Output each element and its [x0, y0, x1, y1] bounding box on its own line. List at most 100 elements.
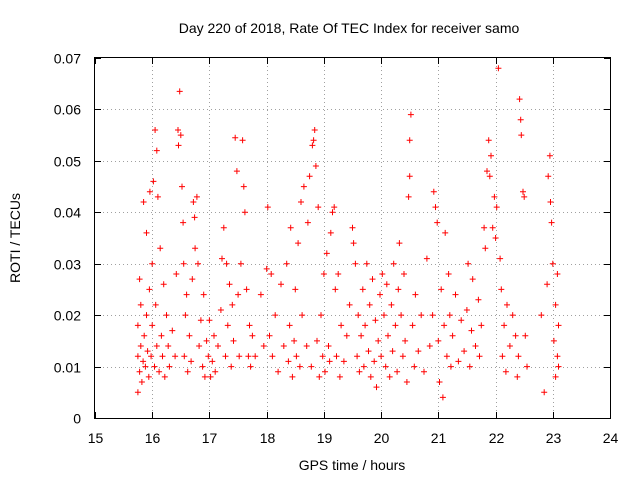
data-point — [153, 343, 160, 349]
data-point — [388, 301, 395, 308]
data-point — [134, 353, 141, 360]
data-point — [229, 301, 236, 308]
data-point — [502, 368, 509, 375]
data-point — [207, 373, 214, 380]
data-point — [484, 168, 490, 175]
data-point — [293, 353, 300, 360]
data-point — [196, 343, 203, 349]
data-point — [200, 291, 207, 298]
data-point — [516, 96, 523, 103]
data-point — [395, 286, 402, 293]
data-point — [300, 183, 307, 190]
y-tick-label: 0.04 — [54, 205, 81, 221]
data-point — [134, 389, 141, 396]
data-point — [499, 353, 506, 360]
data-points — [134, 65, 562, 401]
data-point — [236, 353, 243, 360]
data-point — [550, 337, 557, 344]
y-tick-label: 0.02 — [54, 308, 81, 324]
data-point — [308, 363, 315, 370]
y-axis-label: ROTI / TECUs — [7, 193, 23, 283]
data-point — [157, 245, 164, 252]
data-point — [278, 281, 284, 288]
data-point — [446, 312, 453, 319]
data-point — [515, 353, 522, 360]
data-point — [373, 384, 380, 391]
data-point — [463, 307, 470, 313]
data-point — [340, 358, 347, 365]
data-point — [546, 152, 553, 159]
data-point — [418, 312, 425, 319]
data-point — [326, 358, 333, 365]
data-point — [215, 343, 221, 349]
y-tick-label: 0.06 — [54, 102, 81, 118]
data-point — [285, 358, 292, 365]
data-point — [403, 379, 410, 385]
data-point — [441, 322, 448, 329]
data-point — [538, 312, 545, 319]
data-point — [176, 88, 183, 95]
data-point — [476, 353, 483, 360]
data-point — [524, 363, 530, 370]
data-point — [206, 317, 213, 324]
data-point — [367, 373, 374, 380]
data-point — [333, 353, 340, 360]
data-point — [329, 209, 336, 216]
data-point — [493, 204, 500, 211]
data-point — [349, 224, 356, 231]
data-point — [406, 173, 413, 180]
data-point — [323, 250, 330, 257]
data-point — [512, 332, 519, 339]
data-point — [468, 327, 475, 334]
data-point — [548, 219, 555, 226]
data-point — [182, 312, 189, 319]
data-point — [390, 260, 397, 267]
data-point — [412, 291, 419, 298]
data-point — [449, 332, 456, 339]
data-point — [137, 301, 144, 308]
data-point — [399, 353, 406, 360]
data-point — [318, 312, 324, 319]
data-point — [209, 358, 216, 365]
data-point — [481, 224, 488, 231]
data-point — [421, 368, 427, 375]
y-tick-label: 0 — [73, 411, 81, 427]
data-point — [360, 363, 367, 370]
data-point — [264, 204, 271, 211]
data-point — [316, 373, 323, 380]
data-point — [306, 173, 313, 180]
data-point — [136, 276, 143, 283]
data-point — [151, 363, 158, 370]
data-point — [289, 373, 296, 380]
chart-title: Day 220 of 2018, Rate Of TEC Index for r… — [179, 20, 520, 36]
data-point — [203, 337, 210, 344]
data-point — [509, 312, 516, 319]
data-point — [544, 281, 551, 288]
data-point — [144, 348, 151, 355]
data-point — [327, 229, 334, 236]
plot-frame — [94, 57, 611, 419]
data-point — [498, 286, 505, 293]
data-point — [332, 286, 339, 293]
data-point — [372, 317, 379, 324]
data-point — [191, 214, 198, 221]
data-point — [143, 229, 150, 236]
data-point — [272, 312, 279, 319]
data-point — [223, 260, 230, 267]
data-point — [359, 286, 366, 293]
data-point — [482, 245, 489, 252]
data-point — [452, 291, 459, 298]
data-point — [173, 271, 180, 277]
data-point — [366, 301, 373, 308]
data-point — [378, 353, 385, 360]
x-axis-label: GPS time / hours — [299, 457, 406, 473]
data-point — [336, 373, 343, 380]
data-point — [312, 163, 319, 169]
x-tick-label: 16 — [145, 430, 161, 446]
data-point — [555, 363, 562, 370]
data-point — [303, 343, 310, 349]
data-point — [335, 271, 342, 277]
data-point — [169, 327, 176, 334]
data-point — [497, 255, 504, 262]
data-point — [375, 337, 382, 344]
